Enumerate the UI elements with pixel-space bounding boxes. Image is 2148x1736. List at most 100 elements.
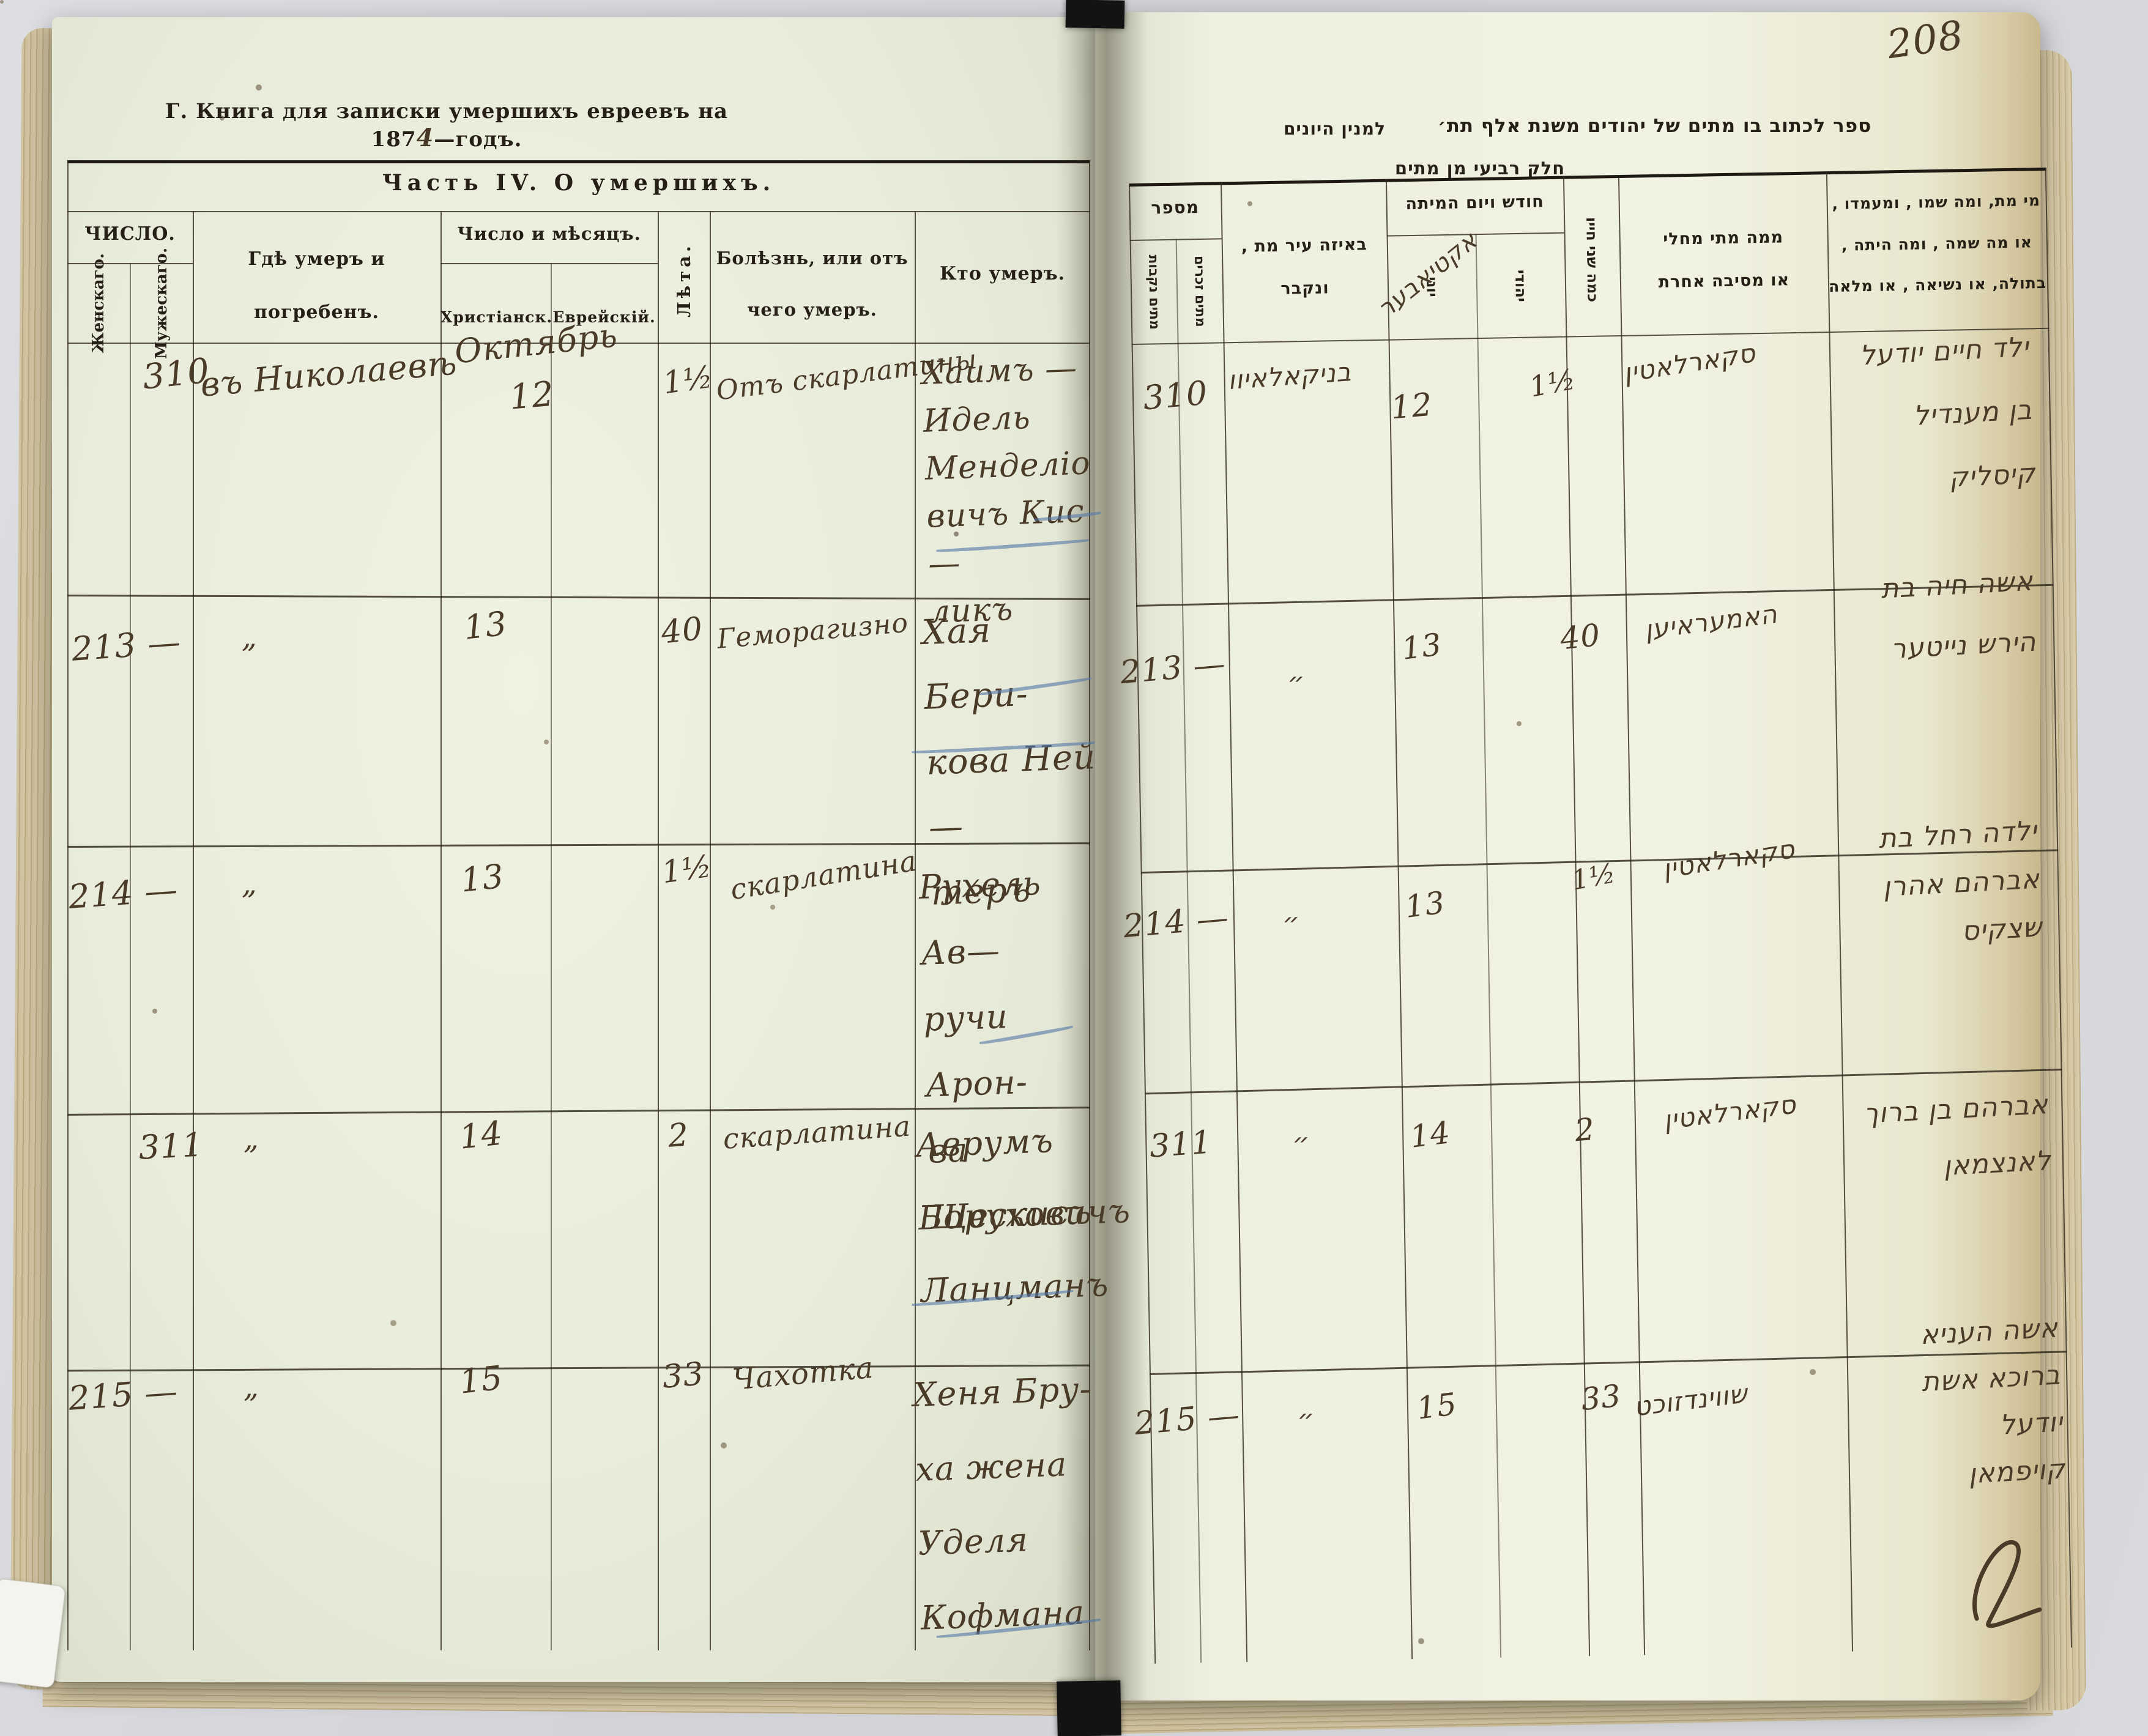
- col-number-male: מתים זכרים: [1191, 255, 1208, 327]
- table-vline: [440, 211, 442, 1650]
- entry-illness: סקארלאטין: [1662, 1089, 1798, 1135]
- table-vline: [1618, 175, 1646, 1655]
- col-who: מי מת, ומה שמו , ומעמדו , או מה שמה , ומ…: [1828, 191, 2047, 296]
- subheader-rule: [440, 263, 658, 264]
- entry-place: „: [242, 620, 258, 655]
- paper-specks: [0, 0, 4, 4]
- book-gutter-shadow: [1056, 12, 1148, 1701]
- entry-place: „: [243, 1370, 259, 1404]
- entry-illness: скарлатина: [728, 844, 920, 907]
- col-date-christian: Христіанск.: [440, 308, 553, 326]
- right-title-calendar: למנין היונים: [1284, 119, 1386, 139]
- left-register-table: Часть IV. О умершихъ. ЧИСЛО. Женскаго. М…: [67, 160, 1131, 1650]
- table-vline: [1475, 234, 1502, 1658]
- left-page-title: Г. Книга для записки умершихъ евреевъ на…: [165, 99, 728, 152]
- entry-who: Хаимъ — Идель Менделіо вичъ Кис— ликъ: [921, 350, 1091, 631]
- entry-number: 311: [138, 1125, 205, 1167]
- entry-age: 1½: [1569, 857, 1619, 897]
- table-top-rule: [67, 160, 1090, 163]
- spine-strap-bottom: [1057, 1680, 1121, 1736]
- table-vline: [915, 211, 916, 1650]
- col-illness: Болѣзнь, или отъ чего умеръ.: [716, 248, 909, 321]
- table-vline: [658, 211, 659, 1650]
- left-page: [52, 17, 1095, 1682]
- entry-who: אברהם בן ברוך לאנצמאן: [1863, 1089, 2053, 1182]
- table-vline: [130, 263, 131, 1650]
- table-vline: [67, 160, 69, 1650]
- entry-number: 215 —: [67, 1371, 180, 1418]
- entry-place: „: [242, 867, 258, 901]
- col-number-female: מתים נקבות: [1145, 254, 1162, 330]
- entry-place: ״: [1291, 1127, 1311, 1159]
- left-title-suffix: —годъ.: [434, 127, 522, 152]
- section-header: Часть IV. О умершихъ.: [382, 170, 776, 196]
- entry-number: 214 —: [67, 870, 180, 916]
- entry-age: 40: [1558, 617, 1602, 657]
- signature-flourish: [1972, 1540, 2042, 1628]
- right-section-header: חלק רביעי מן מתים: [1395, 158, 1566, 179]
- entry-date: 13: [462, 604, 509, 647]
- entry-date: 15: [458, 1358, 505, 1401]
- col-number-female: Женскаго.: [89, 253, 108, 354]
- col-number-male: Мужескаго.: [152, 248, 171, 359]
- section-header-rule: [67, 211, 1090, 212]
- entry-age: 1½: [661, 358, 716, 401]
- entry-place: ״: [1296, 1403, 1316, 1436]
- entry-place: ״: [1282, 907, 1301, 939]
- right-page: [1095, 12, 2040, 1701]
- entry-illness: סקארלאטין: [1621, 337, 1758, 388]
- entry-illness: Чахотка: [731, 1350, 875, 1397]
- entry-date: 15: [1414, 1386, 1459, 1426]
- spine-strap-top: [1065, 0, 1125, 29]
- entry-age: 2: [667, 1116, 691, 1155]
- entry-illness: שווינדזוכט: [1632, 1378, 1750, 1422]
- entry-number: 311: [1148, 1124, 1214, 1165]
- entry-age: 2: [1573, 1111, 1597, 1149]
- entry-date: 14: [1408, 1115, 1452, 1155]
- entry-place: ״: [1287, 667, 1306, 699]
- entry-date: 12: [508, 374, 556, 418]
- col-age: כמה שני חייו: [1583, 217, 1602, 303]
- col-date-jewish: יהודי: [1512, 269, 1529, 302]
- col-date-group: Число и мѣсяцъ.: [457, 223, 641, 244]
- entry-date: 14: [458, 1113, 505, 1157]
- entry-number: 310: [1141, 373, 1210, 418]
- entry-age: 1½: [660, 848, 715, 891]
- col-place: Гдѣ умеръ и погребенъ.: [248, 248, 385, 323]
- entry-who: אשה חיה בת הירש נייטער: [1880, 565, 2037, 665]
- entry-illness: האמעראיען: [1643, 598, 1780, 645]
- entry-who: ילד חיים יודעל בן מענדיל קיסליק: [1859, 331, 2037, 494]
- col-number-group: מספר: [1151, 197, 1200, 218]
- table-vline: [551, 263, 552, 1650]
- entry-who: אשה העניא ברוכא אשת יודעל קויפמאן: [1919, 1312, 2067, 1490]
- col-number-group: ЧИСЛО.: [84, 223, 176, 245]
- entry-place: въ Николаевѣ: [199, 343, 459, 404]
- col-date-group: חודש ויום המיתה: [1405, 192, 1545, 214]
- entry-place: „: [243, 1122, 259, 1156]
- table-vline: [1563, 176, 1591, 1656]
- right-register-table: מספר מתים נקבות מתים זכרים באיזה עיר מת …: [1118, 167, 2073, 1664]
- right-page-title: ספר לכתוב בו מתים של יהודים משנת אלף תת׳: [1438, 115, 1872, 137]
- entry-illness: скарлатина: [722, 1109, 912, 1155]
- table-vline: [1175, 239, 1202, 1663]
- col-who: Кто умеръ.: [939, 263, 1066, 284]
- entry-age: 1½: [1526, 362, 1579, 404]
- entry-date: 13: [459, 856, 506, 900]
- left-title-prefix: Г. Книга для записки умершихъ евреевъ на…: [165, 99, 729, 152]
- col-age: Лѣта.: [673, 242, 694, 317]
- left-title-year-digit: 4: [416, 124, 434, 152]
- header-bottom-rule: [67, 343, 1090, 344]
- entry-date: 13: [1403, 885, 1447, 925]
- col-date-jewish: Еврейскій.: [552, 308, 656, 326]
- entry-place: בניקאלאיוו: [1227, 357, 1353, 396]
- entry-date: 12: [1389, 386, 1435, 427]
- entry-age: 40: [660, 610, 705, 651]
- entry-age: 33: [661, 1356, 706, 1396]
- entry-illness: סקארלאטין: [1660, 833, 1797, 885]
- entry-who: Хеня Бру- ха жена Уделя Кофмана: [912, 1369, 1092, 1638]
- entry-illness: Геморагизно: [716, 607, 910, 655]
- entry-age: 33: [1579, 1378, 1623, 1418]
- entry-who: ילדה רחל בת אברהם אהרן שצקיס: [1878, 815, 2043, 948]
- table-vline: [710, 211, 711, 1650]
